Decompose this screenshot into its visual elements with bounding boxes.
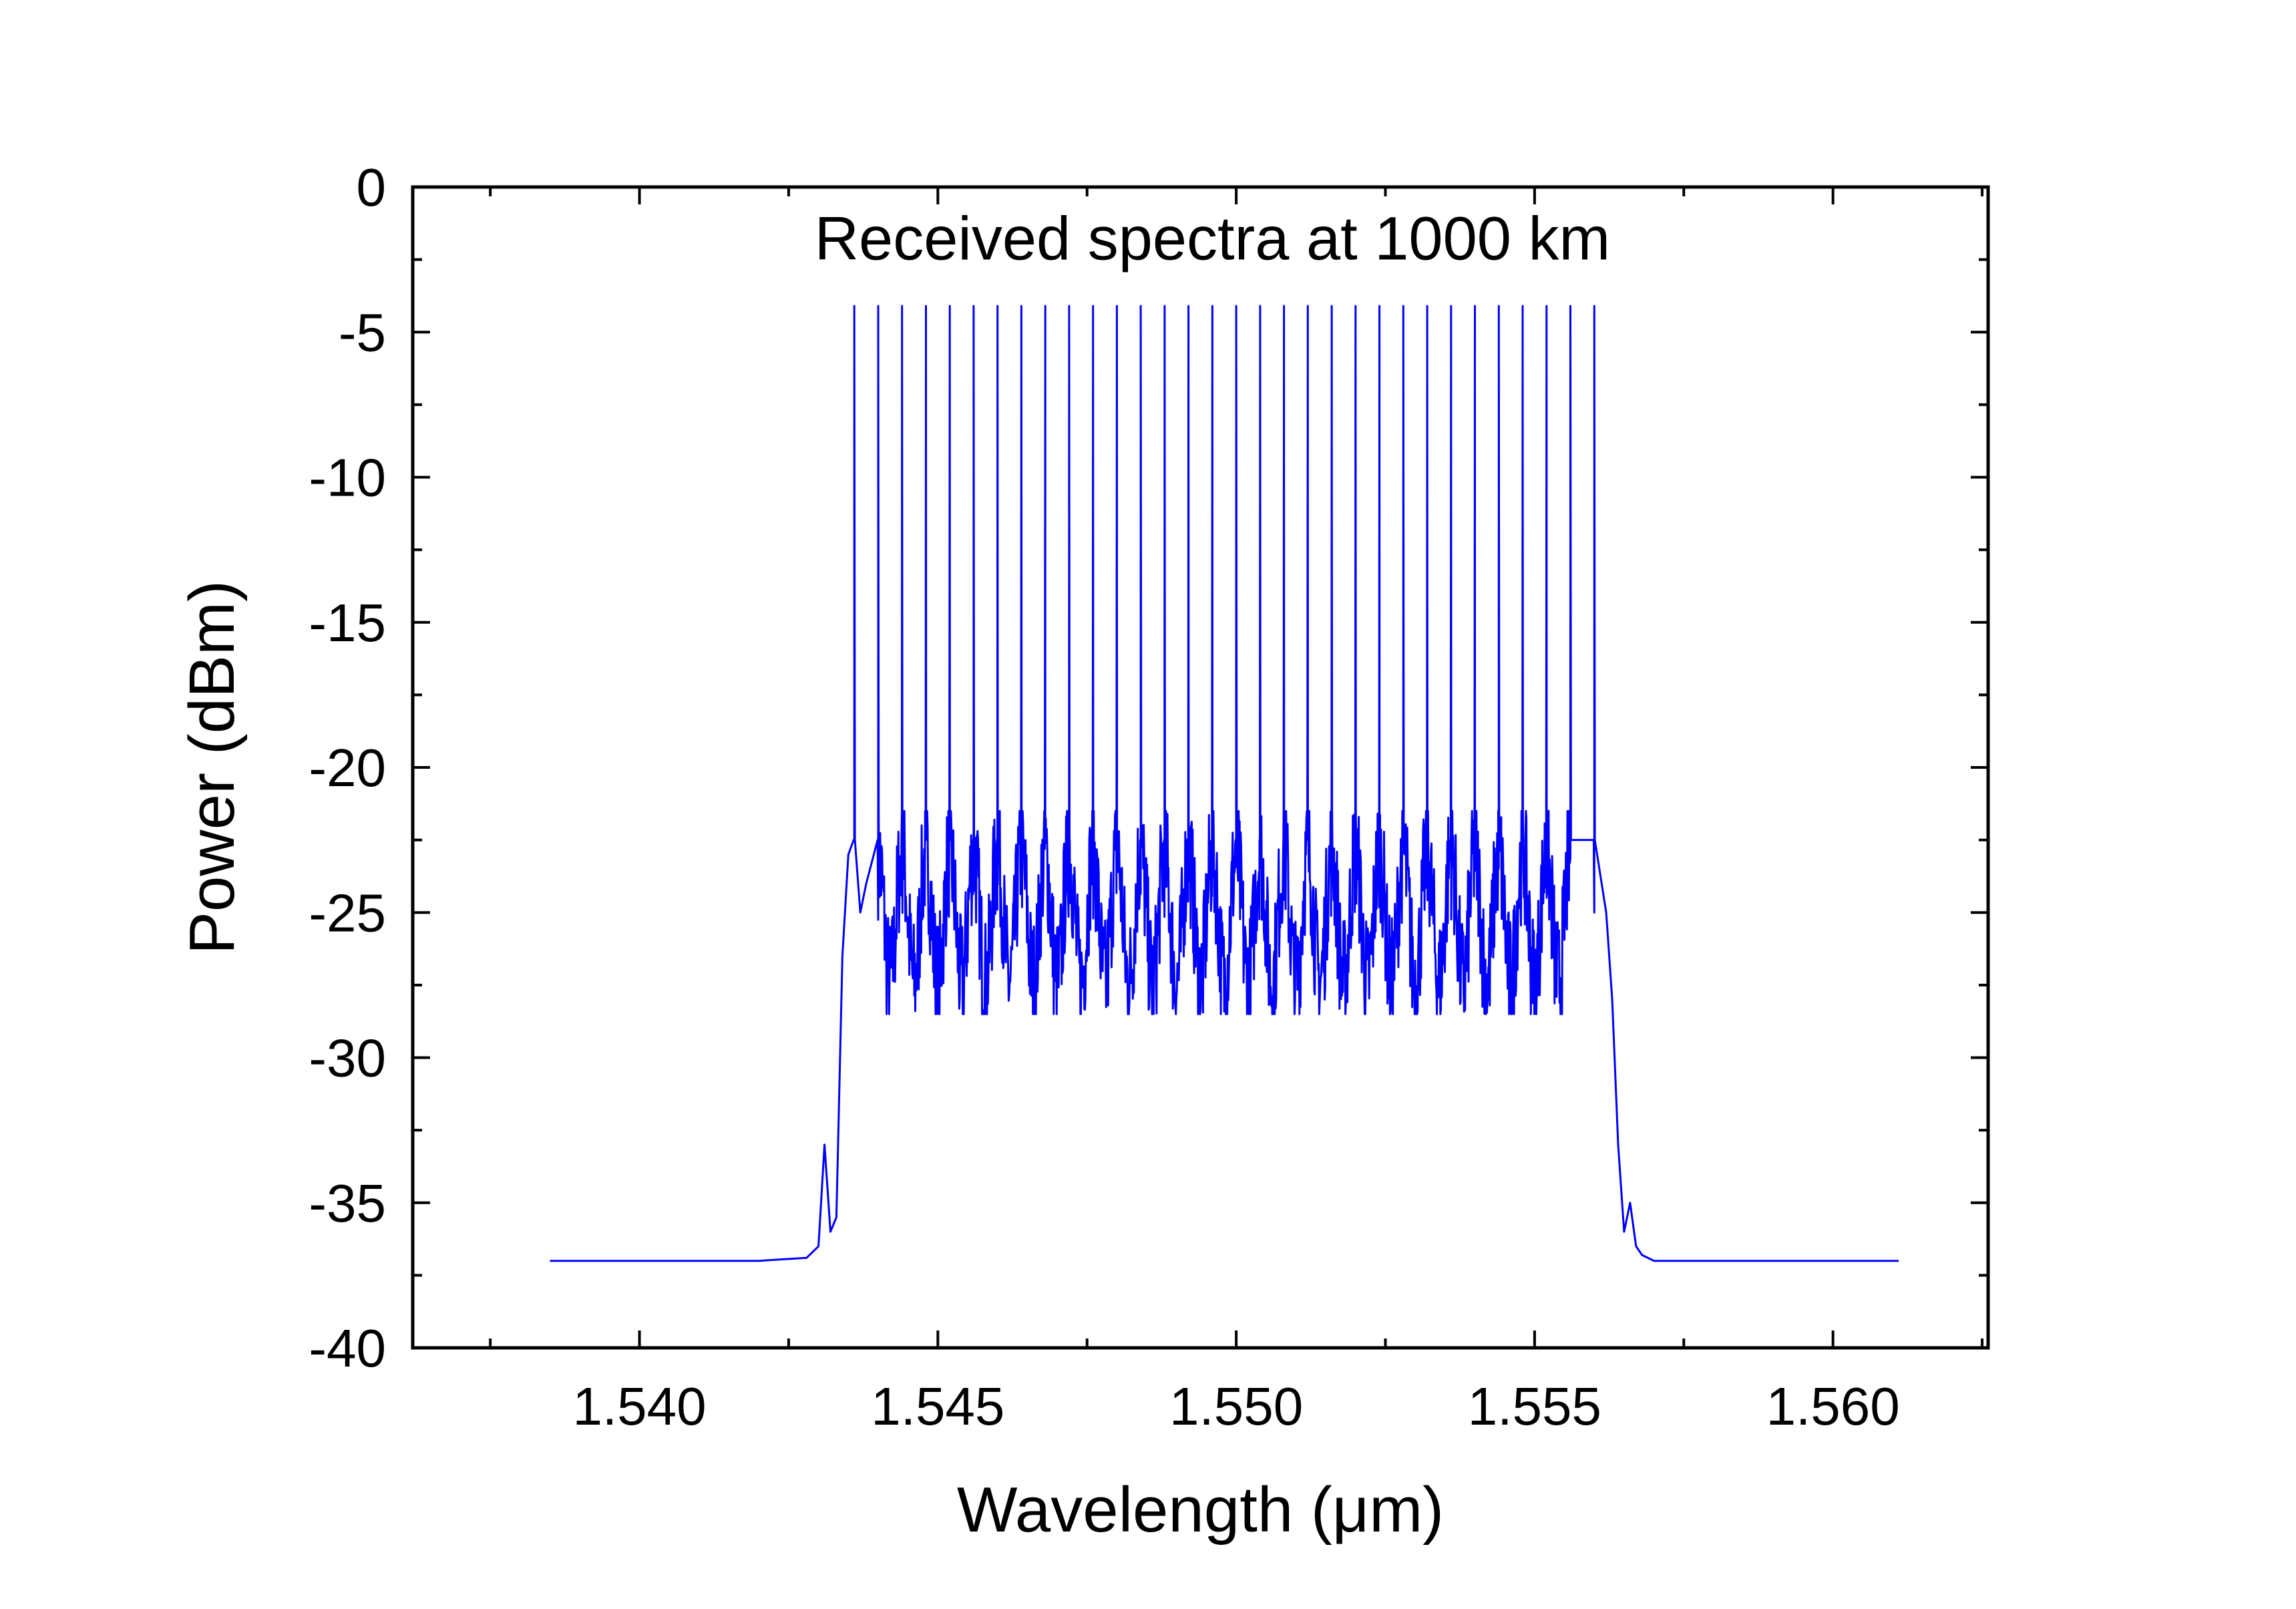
y-tick-label: -40 xyxy=(309,1318,386,1378)
y-tick-label: -30 xyxy=(309,1029,386,1088)
y-tick-label: -20 xyxy=(309,738,386,797)
x-tick-label: 1.545 xyxy=(871,1377,1004,1436)
plot-frame xyxy=(411,185,1990,1350)
x-tick-label: 1.560 xyxy=(1766,1377,1900,1436)
spectrum-line xyxy=(550,305,1899,1262)
y-tick-labels: 0 -5 -10 -15 -20 -25 -30 -35 -40 xyxy=(309,158,386,1378)
x-tick-label: 1.540 xyxy=(572,1377,706,1436)
y-tick-label: 0 xyxy=(357,158,387,217)
x-tick-labels: 1.540 1.545 1.550 1.555 1.560 xyxy=(572,1377,1899,1436)
y-tick-label: -5 xyxy=(339,303,386,362)
y-tick-label: -15 xyxy=(309,593,386,653)
x-tick-label: 1.555 xyxy=(1468,1377,1601,1436)
y-tick-label: -35 xyxy=(309,1174,386,1233)
x-tick-label: 1.550 xyxy=(1169,1377,1303,1436)
chart-annotation: Received spectra at 1000 km xyxy=(815,205,1611,273)
y-tick-label: -10 xyxy=(309,448,386,508)
y-axis-title: Power (dBm) xyxy=(176,580,248,954)
x-axis-title: Wavelength (μm) xyxy=(957,1474,1444,1546)
y-tick-label: -25 xyxy=(309,883,386,942)
